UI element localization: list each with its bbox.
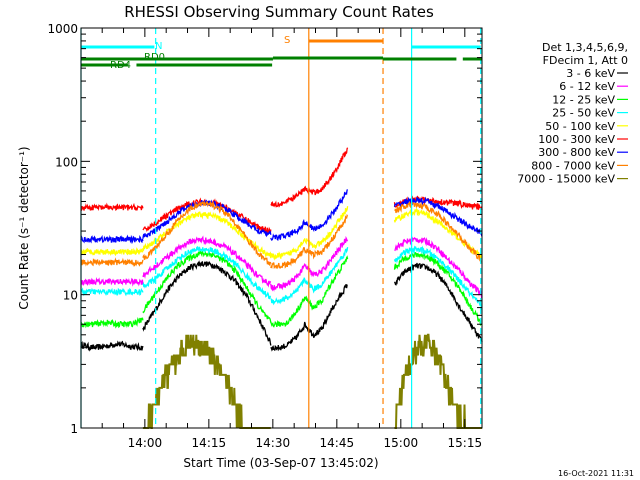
series-line <box>80 277 144 287</box>
x-tick-label: 15:15 <box>448 436 483 450</box>
series-line <box>142 260 272 346</box>
y-tick-label: 1 <box>70 422 78 436</box>
series-line <box>394 236 483 299</box>
x-tick-label: 15:00 <box>384 436 419 450</box>
y-axis-label: Count Rate (s⁻¹ detector⁻¹) <box>17 146 31 309</box>
series-line <box>393 262 483 342</box>
series-line <box>142 211 272 259</box>
legend-entry-label: 25 - 50 keV <box>552 107 615 120</box>
x-tick-label: 14:30 <box>256 436 291 450</box>
x-tick-label: 14:15 <box>192 436 227 450</box>
series-line <box>142 248 272 323</box>
series-line <box>393 245 483 311</box>
y-tick-label: 100 <box>55 155 78 169</box>
x-axis: 14:00 14:15 14:30 14:45 15:00 15:15 <box>101 28 483 450</box>
plot-frame <box>80 27 483 429</box>
series-line <box>393 196 483 238</box>
legend: Det 1,3,4,5,6,9, FDecim 1, Att 0 3 - 6 k… <box>517 41 628 186</box>
legend-entry-label: 3 - 6 keV <box>566 67 615 80</box>
series-line <box>80 287 144 297</box>
legend-entry-label: 12 - 25 keV <box>552 93 615 106</box>
series-line <box>80 317 144 329</box>
legend-entry-label: 7000 - 15000 keV <box>517 173 615 186</box>
series-line <box>142 334 271 429</box>
y-tick-label: 10 <box>63 289 78 303</box>
flag-label: RD4 <box>110 60 131 71</box>
flag-label: RD0 <box>144 52 165 63</box>
plot-area: N S RD0 RD4 <box>80 28 483 429</box>
series-line <box>80 340 144 352</box>
x-tick-label: 14:45 <box>320 436 355 450</box>
legend-entry-label: 6 - 12 keV <box>559 80 615 93</box>
series-line <box>80 247 144 257</box>
series-line <box>394 333 482 429</box>
series-line <box>393 251 483 327</box>
flag-label: S <box>284 35 290 46</box>
series-line <box>80 257 144 268</box>
x-axis-label: Start Time (03-Sep-07 13:45:02) <box>183 456 378 470</box>
flag-label: N <box>155 41 162 52</box>
legend-header-line-2: FDecim 1, Att 0 <box>543 54 628 67</box>
series-line <box>394 200 483 264</box>
legend-entry-label: 100 - 300 keV <box>538 133 615 146</box>
x-tick-label: 14:00 <box>128 436 163 450</box>
legend-entry-label: 800 - 7000 keV <box>531 159 615 172</box>
chart-title: RHESSI Observing Summary Count Rates <box>124 3 434 21</box>
series-line <box>142 199 272 239</box>
series-line <box>142 235 272 288</box>
footer-date: 16-Oct-2021 11:31 <box>558 469 634 478</box>
legend-header-line-1: Det 1,3,4,5,6,9, <box>542 41 628 54</box>
y-axis: 1 10 100 1000 <box>47 22 482 436</box>
series-line <box>80 202 144 212</box>
legend-entry-label: 50 - 100 keV <box>545 120 615 133</box>
legend-entry-label: 300 - 800 keV <box>538 146 615 159</box>
y-tick-label: 1000 <box>47 22 78 36</box>
series-line <box>142 200 272 267</box>
series-line <box>80 234 144 245</box>
series-line <box>142 245 271 300</box>
